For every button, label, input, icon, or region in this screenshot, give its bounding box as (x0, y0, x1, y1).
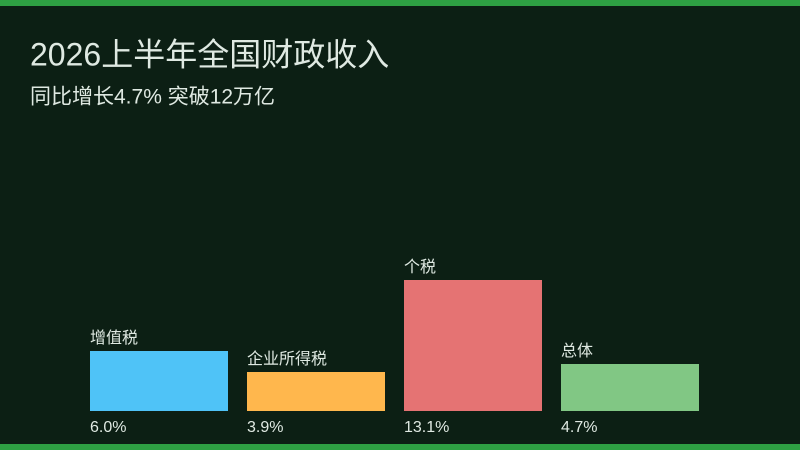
bottom-stripe (0, 444, 800, 450)
value-label: 13.1% (404, 419, 449, 436)
chart-title: 2026上半年全国财政收入 (30, 36, 389, 72)
value-label: 4.7% (561, 419, 597, 436)
bar (90, 351, 228, 411)
chart-subtitle: 同比增长4.7% 突破12万亿 (30, 86, 275, 109)
category-label: 总体 (561, 342, 593, 360)
bar (404, 280, 542, 411)
bar (561, 364, 699, 411)
value-label: 3.9% (247, 419, 283, 436)
category-label: 企业所得税 (247, 350, 327, 368)
value-label: 6.0% (90, 419, 126, 436)
category-label: 个税 (404, 258, 436, 276)
bar (247, 372, 385, 411)
top-stripe (0, 0, 800, 6)
category-label: 增值税 (90, 329, 138, 347)
